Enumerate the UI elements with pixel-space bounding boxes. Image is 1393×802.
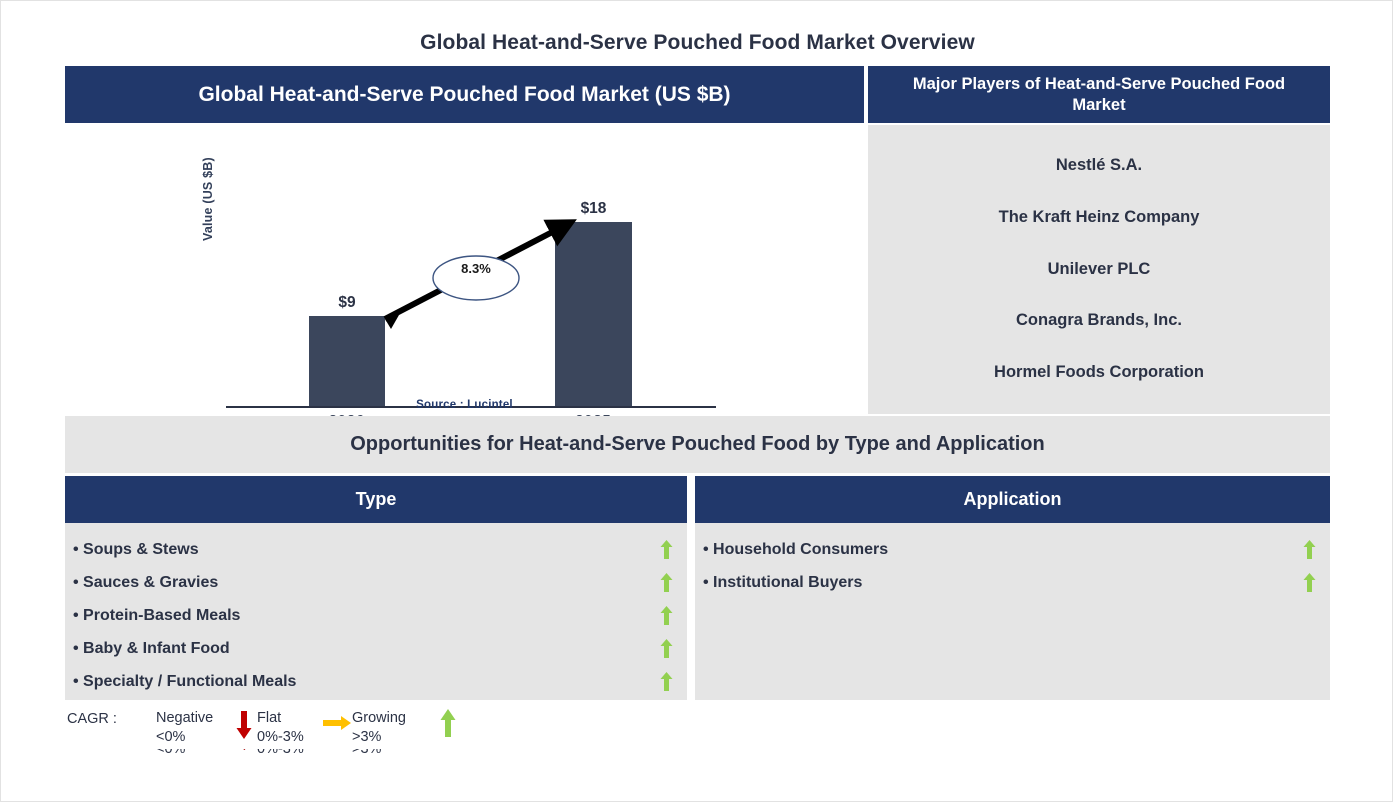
- application-panel-body: • Household Consumers • Institutional Bu…: [695, 523, 1330, 700]
- market-chart-card: Global Heat-and-Serve Pouched Food Marke…: [65, 66, 864, 429]
- chart-header-title: Global Heat-and-Serve Pouched Food Marke…: [65, 66, 864, 123]
- legend-flat-range: 0%-3%: [257, 729, 304, 745]
- arrow-up-icon: [660, 573, 673, 592]
- chart-plot-area: Value (US $B) $9 $18 2026 2035 8.3%: [65, 123, 864, 429]
- list-item: Hormel Foods Corporation: [994, 363, 1204, 382]
- arrow-up-icon: [660, 606, 673, 625]
- major-players-card: Major Players of Heat-and-Serve Pouched …: [868, 66, 1330, 414]
- type-item-label: • Specialty / Functional Meals: [73, 672, 297, 690]
- arrow-up-icon: [1303, 573, 1316, 592]
- legend-ghost-flat-range: 0%-3%: [257, 749, 304, 757]
- legend-ghost-growing-range: >3%: [352, 749, 382, 757]
- application-panel-header: Application: [695, 476, 1330, 523]
- type-item-label: • Sauces & Gravies: [73, 573, 219, 591]
- cagr-value-label: 8.3%: [461, 261, 491, 276]
- legend-item-negative: Negative <0%: [156, 709, 213, 747]
- legend-negative-range: <0%: [156, 729, 186, 745]
- type-panel: Type • Soups & Stews • Sauces & Gravies …: [65, 476, 687, 700]
- type-item-label: • Baby & Infant Food: [73, 639, 230, 657]
- list-item: • Soups & Stews: [65, 533, 687, 566]
- bar-2035: [555, 222, 632, 406]
- arrow-up-icon: [660, 672, 673, 691]
- x-axis-line: [226, 406, 716, 408]
- opportunities-title: Opportunities for Heat-and-Serve Pouched…: [350, 433, 1045, 455]
- type-item-label: • Soups & Stews: [73, 540, 199, 558]
- list-item: • Household Consumers: [695, 533, 1330, 566]
- list-item: Unilever PLC: [1047, 259, 1151, 278]
- legend-ghost-row: <0% · 0%-3% >3%: [67, 749, 687, 763]
- page-title: Global Heat-and-Serve Pouched Food Marke…: [420, 31, 975, 54]
- list-item: The Kraft Heinz Company: [998, 207, 1200, 226]
- type-panel-body: • Soups & Stews • Sauces & Gravies • Pro…: [65, 523, 687, 700]
- arrow-up-icon: [660, 639, 673, 658]
- arrow-up-icon: [1303, 540, 1316, 559]
- legend-item-flat: Flat 0%-3%: [257, 709, 304, 747]
- chart-source-note: Source : Lucintel: [416, 399, 513, 411]
- list-item: Conagra Brands, Inc.: [1016, 311, 1182, 330]
- arrow-down-icon: [233, 709, 255, 739]
- application-item-label: • Institutional Buyers: [703, 573, 863, 591]
- legend-growing-title: Growing: [352, 710, 406, 726]
- list-item: • Baby & Infant Food: [65, 632, 687, 665]
- legend-growing-range: >3%: [352, 729, 382, 745]
- bar-2026: [309, 316, 385, 406]
- list-item: • Specialty / Functional Meals: [65, 665, 687, 698]
- cagr-legend-label: CAGR :: [67, 711, 117, 727]
- list-item: Nestlé S.A.: [1055, 156, 1143, 174]
- legend-ghost-negative-range: <0%: [156, 749, 186, 757]
- application-panel: Application • Household Consumers • Inst…: [695, 476, 1330, 700]
- type-item-label: • Protein-Based Meals: [73, 606, 241, 624]
- legend-flat-title: Flat: [257, 710, 282, 726]
- major-players-list: Nestlé S.A. The Kraft Heinz Company Unil…: [868, 125, 1330, 414]
- arrow-up-icon: [660, 540, 673, 559]
- bar-value-2035: $18: [580, 200, 607, 217]
- application-item-label: • Household Consumers: [703, 540, 889, 558]
- legend-negative-title: Negative: [156, 710, 214, 726]
- arrow-right-icon: [323, 715, 351, 745]
- list-item: • Sauces & Gravies: [65, 566, 687, 599]
- cagr-arrow-graphic: [383, 219, 577, 329]
- list-item: • Protein-Based Meals: [65, 599, 687, 632]
- major-players-header: Major Players of Heat-and-Serve Pouched …: [868, 66, 1330, 123]
- opportunities-band: Opportunities for Heat-and-Serve Pouched…: [65, 416, 1330, 473]
- type-panel-header: Type: [65, 476, 687, 523]
- cagr-legend: CAGR : Negative <0% Flat 0%-3% Growing >…: [67, 706, 687, 766]
- legend-item-growing: Growing >3%: [352, 709, 406, 747]
- legend-ghost-marker: ·: [242, 749, 247, 757]
- list-item: • Institutional Buyers: [695, 566, 1330, 599]
- bar-value-2026: $9: [338, 294, 356, 311]
- arrow-up-icon: [437, 709, 459, 739]
